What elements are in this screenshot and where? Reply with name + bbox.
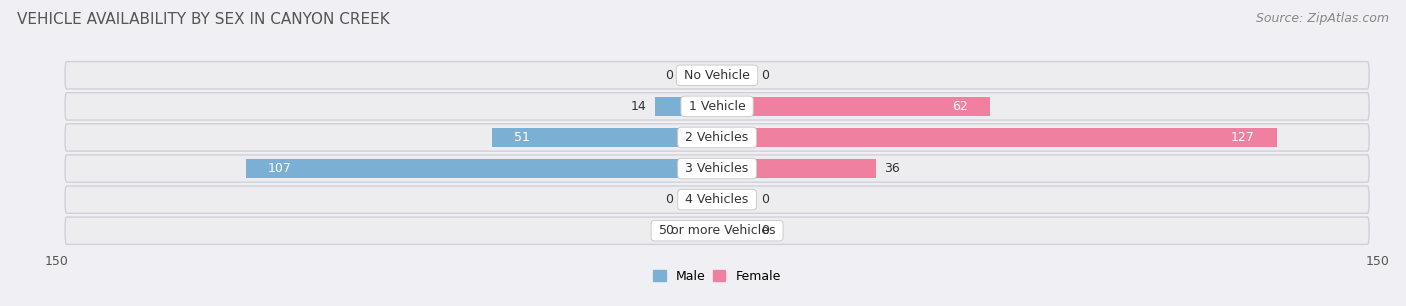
Text: 3 Vehicles: 3 Vehicles (682, 162, 752, 175)
Text: 0: 0 (761, 193, 769, 206)
Text: 51: 51 (515, 131, 530, 144)
Bar (682, 221, 717, 240)
FancyBboxPatch shape (65, 186, 1369, 213)
Text: 1 Vehicle: 1 Vehicle (685, 100, 749, 113)
Bar (717, 66, 752, 85)
Text: 36: 36 (884, 162, 900, 175)
Bar (717, 159, 876, 178)
FancyBboxPatch shape (65, 93, 1369, 120)
Text: 127: 127 (1230, 131, 1254, 144)
Text: 0: 0 (761, 69, 769, 82)
FancyBboxPatch shape (65, 155, 1369, 182)
FancyBboxPatch shape (65, 62, 1369, 89)
Bar (682, 66, 717, 85)
Text: 0: 0 (665, 193, 673, 206)
FancyBboxPatch shape (65, 124, 1369, 151)
Bar (682, 190, 717, 209)
Text: 0: 0 (665, 69, 673, 82)
Bar (492, 128, 717, 147)
Text: 0: 0 (665, 224, 673, 237)
Legend: Male, Female: Male, Female (648, 265, 786, 288)
Text: VEHICLE AVAILABILITY BY SEX IN CANYON CREEK: VEHICLE AVAILABILITY BY SEX IN CANYON CR… (17, 12, 389, 27)
Bar (246, 159, 717, 178)
Text: 0: 0 (761, 224, 769, 237)
Text: 14: 14 (631, 100, 647, 113)
Text: No Vehicle: No Vehicle (681, 69, 754, 82)
Text: 5 or more Vehicles: 5 or more Vehicles (655, 224, 779, 237)
FancyBboxPatch shape (65, 217, 1369, 244)
Text: 4 Vehicles: 4 Vehicles (682, 193, 752, 206)
Text: 62: 62 (952, 100, 969, 113)
Text: 2 Vehicles: 2 Vehicles (682, 131, 752, 144)
Bar (717, 128, 1277, 147)
Bar (717, 97, 990, 116)
Text: Source: ZipAtlas.com: Source: ZipAtlas.com (1256, 12, 1389, 25)
Bar (717, 190, 752, 209)
Bar (717, 221, 752, 240)
Bar (655, 97, 717, 116)
Text: 107: 107 (267, 162, 291, 175)
